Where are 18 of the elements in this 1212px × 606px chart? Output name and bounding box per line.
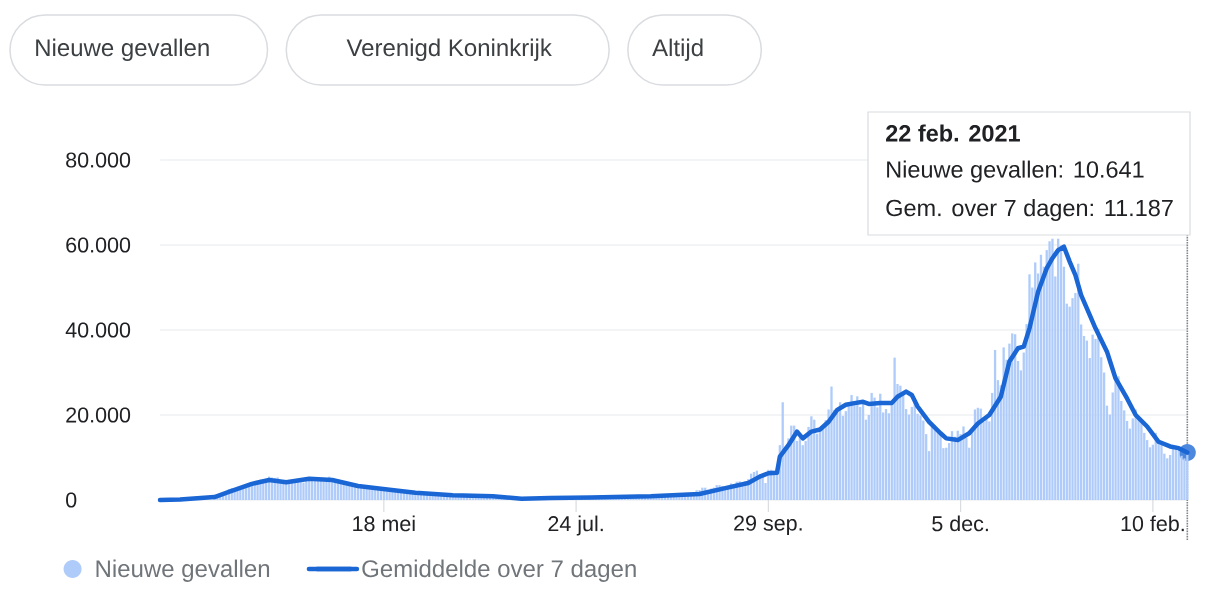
y-tick-label: 40.000	[65, 322, 131, 338]
text: Nieuwe gevallen	[36, 38, 209, 61]
x-tick-label: 29 sep.	[734, 515, 802, 536]
y-tick-label: 20.000	[66, 407, 131, 423]
y-tick-label: 60.000	[66, 237, 131, 253]
x-tick-label: 5 dec.	[932, 515, 988, 532]
x-tick-label: 10 feb.	[1121, 515, 1184, 532]
text: 22 feb. 2021	[886, 124, 1020, 142]
annotation: Nieuwe gevallen: 10.641	[887, 160, 1144, 183]
y-tick-label: 0	[66, 492, 77, 508]
text: Verenigd Koninkrijk	[346, 38, 552, 61]
annotation: Gem. over 7 dagen: 11.187	[886, 199, 1173, 221]
legend-label: Nieuwe gevallen	[96, 559, 270, 582]
legend-label: Gemiddelde over 7 dagen	[362, 559, 636, 582]
text: Altijd	[652, 38, 703, 61]
x-tick-label: 18 mei	[353, 515, 415, 532]
x-tick-label: 24 jul.	[548, 515, 603, 536]
y-tick-label: 80.000	[66, 152, 131, 168]
